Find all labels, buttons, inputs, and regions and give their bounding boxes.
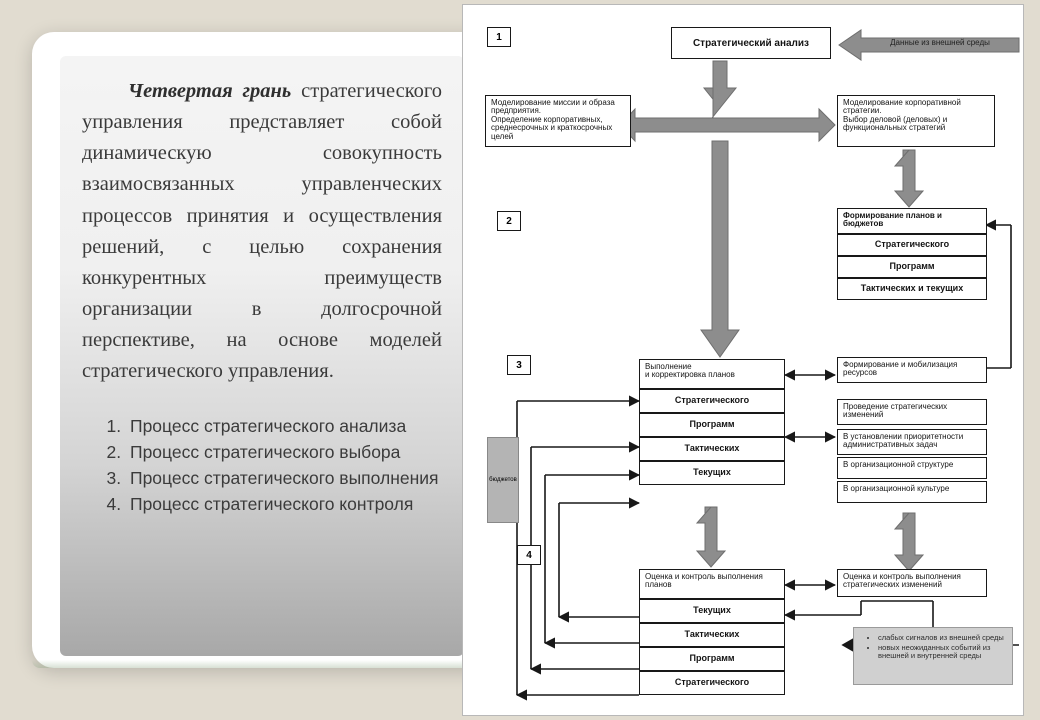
box-rexec-3: В организационной структуре xyxy=(837,457,987,479)
step-tag-3: 3 xyxy=(507,355,531,375)
box-ctrl-2: Программ xyxy=(639,647,785,671)
box-exec-1: Программ xyxy=(639,413,785,437)
flow-diagram: 1 2 3 4 Стратегический анализ Данные из … xyxy=(462,4,1024,716)
box-mission: Моделирование миссии и образа предприяти… xyxy=(485,95,631,147)
signal-item: слабых сигналов из внешней среды xyxy=(878,634,1004,643)
box-ctrl-0: Текущих xyxy=(639,599,785,623)
step-tag-2: 2 xyxy=(497,211,521,231)
box-rexec-4: В организационной культуре xyxy=(837,481,987,503)
box-plans-header: Формирование планов и бюджетов xyxy=(837,208,987,234)
list-item: Процесс стратегического контроля xyxy=(126,492,442,516)
list-item: Процесс стратегического выбора xyxy=(126,440,442,464)
step-tag-4: 4 xyxy=(517,545,541,565)
box-strategy: Моделирование корпоративной стратегии. В… xyxy=(837,95,995,147)
list-item: Процесс стратегического выполнения xyxy=(126,466,442,490)
box-rexec-0: Формирование и мобилизация ресурсов xyxy=(837,357,987,383)
label-external-data: Данные из внешней среды xyxy=(865,38,1015,47)
list-item: Процесс стратегического анализа xyxy=(126,414,442,438)
box-rexec-1: Проведение стратегических изменений xyxy=(837,399,987,425)
box-plans-1: Программ xyxy=(837,256,987,278)
box-ctrl-3: Стратегического xyxy=(639,671,785,695)
paragraph-body: стратегического управления представляет … xyxy=(82,80,442,382)
process-list: Процесс стратегического анализа Процесс … xyxy=(82,414,442,517)
box-rexec-2: В установлении приоритетности администра… xyxy=(837,429,987,455)
main-paragraph: Четвертая грань стратегического управлен… xyxy=(82,76,442,388)
box-control-right: Оценка и контроль выполнения стратегичес… xyxy=(837,569,987,597)
text-panel: Четвертая грань стратегического управлен… xyxy=(60,56,464,656)
signals-box: слабых сигналов из внешней среды новых н… xyxy=(853,627,1013,685)
budget-tag: бюджетов xyxy=(487,437,519,523)
box-plans-0: Стратегического xyxy=(837,234,987,256)
box-analysis: Стратегический анализ xyxy=(671,27,831,59)
box-exec-3: Текущих xyxy=(639,461,785,485)
lead-phrase: Четвертая грань xyxy=(128,80,291,102)
box-exec-0: Стратегического xyxy=(639,389,785,413)
step-tag-1: 1 xyxy=(487,27,511,47)
signal-item: новых неожиданных событий из внешней и в… xyxy=(878,644,1004,661)
box-plans-2: Тактических и текущих xyxy=(837,278,987,300)
box-exec-header: Выполнение и корректировка планов xyxy=(639,359,785,389)
box-exec-2: Тактических xyxy=(639,437,785,461)
box-control-header: Оценка и контроль выполнения планов xyxy=(639,569,785,599)
box-ctrl-1: Тактических xyxy=(639,623,785,647)
